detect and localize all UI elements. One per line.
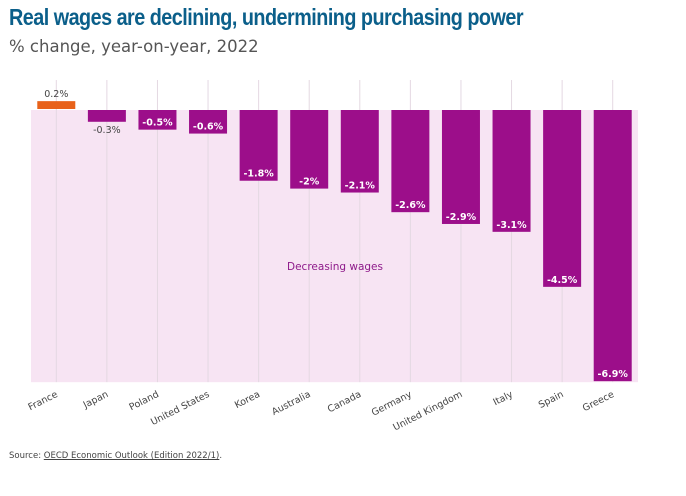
data-label: -0.6% [193, 122, 224, 133]
x-tick-label: Germany [370, 389, 414, 419]
source-suffix: . [219, 451, 223, 461]
x-tick-label: Australia [270, 389, 312, 418]
x-tick-label: Greece [581, 389, 616, 414]
bar-japan [87, 110, 126, 122]
x-tick-label: Canada [326, 389, 363, 415]
bar-poland [138, 110, 177, 130]
bar-greece [593, 110, 632, 382]
bars [37, 101, 632, 382]
negative-region-background [31, 110, 638, 383]
data-label: -2.6% [395, 200, 426, 211]
data-label: -2.9% [446, 212, 477, 223]
data-label: -4.5% [547, 275, 578, 286]
source-note: Source: OECD Economic Outlook (Edition 2… [9, 451, 222, 461]
data-label: -0.3% [93, 125, 121, 136]
data-labels: 0.2% -0.3% -0.5% -0.6% -1.8% -2% -2.1% -2.6% -2.… [44, 89, 628, 380]
x-tick-label: Korea [233, 389, 262, 411]
bar-united-kingdom [441, 110, 480, 224]
data-label: -3.1% [496, 220, 527, 231]
data-label: -2.1% [345, 181, 376, 192]
data-label: -6.9% [598, 369, 629, 380]
source-link[interactable]: OECD Economic Outlook (Edition 2022/1) [43, 451, 220, 461]
bar-chart: 0.2% -0.3% -0.5% -0.6% -1.8% -2% -2.1% -2.6% -2.… [27, 80, 638, 434]
x-tick-label: Japan [81, 389, 110, 411]
x-tick-label: Poland [128, 389, 161, 413]
data-label: 0.2% [44, 89, 68, 100]
source-prefix: Source: [9, 451, 44, 461]
data-label: -1.8% [243, 169, 274, 180]
x-tick-label: Spain [537, 389, 566, 411]
bar-korea [239, 110, 278, 181]
bar-spain [543, 110, 582, 287]
bar-germany [391, 110, 430, 213]
chart-title: Real wages are declining, undermining pu… [9, 4, 524, 30]
data-label: -2% [299, 177, 320, 188]
chart-subtitle: % change, year-on-year, 2022 [9, 37, 259, 56]
x-tick-label: Italy [492, 389, 516, 408]
bar-canada [340, 110, 379, 193]
data-label: -0.5% [142, 118, 173, 129]
bar-australia [290, 110, 329, 189]
bar-united-states [189, 110, 228, 134]
x-tick-label: France [27, 389, 60, 413]
bar-italy [492, 110, 531, 232]
bar-france [37, 101, 76, 109]
annotation-decreasing-wages: Decreasing wages [287, 261, 383, 273]
